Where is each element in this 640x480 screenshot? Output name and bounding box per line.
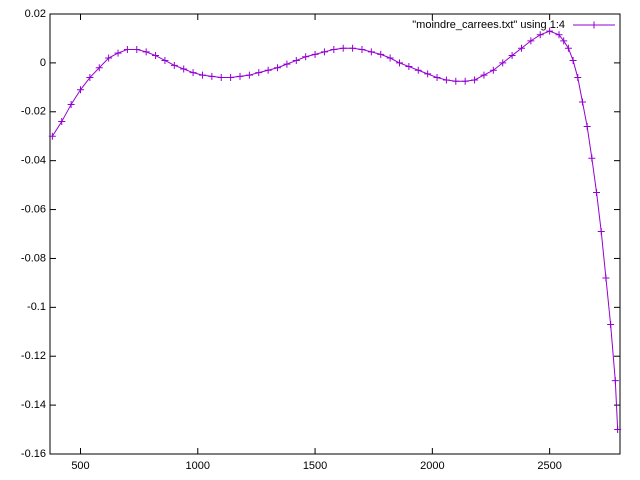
point xyxy=(349,44,357,52)
point xyxy=(152,52,160,60)
point xyxy=(245,71,253,79)
point xyxy=(489,66,497,74)
point xyxy=(339,44,347,52)
point xyxy=(170,61,178,69)
point xyxy=(614,426,622,434)
point xyxy=(452,77,460,85)
point xyxy=(292,56,300,64)
point xyxy=(283,60,291,68)
point xyxy=(517,44,525,52)
point xyxy=(578,98,586,106)
point xyxy=(590,21,598,29)
point xyxy=(574,74,582,82)
point xyxy=(536,31,544,39)
point xyxy=(86,74,94,82)
point xyxy=(461,77,469,85)
point xyxy=(208,72,216,80)
point xyxy=(564,44,572,52)
point xyxy=(161,56,169,64)
x-tick-label: 2500 xyxy=(537,460,561,472)
point xyxy=(414,66,422,74)
point xyxy=(198,71,206,79)
point xyxy=(48,132,56,140)
point xyxy=(114,49,122,57)
point xyxy=(320,48,328,56)
y-tick-label: -0.12 xyxy=(21,350,46,362)
point xyxy=(236,72,244,80)
point xyxy=(133,45,141,53)
point xyxy=(560,37,568,45)
point xyxy=(255,69,263,77)
point xyxy=(367,48,375,56)
x-tick-label: 1000 xyxy=(186,460,210,472)
y-tick-label: -0.14 xyxy=(21,399,46,411)
series-line xyxy=(51,30,619,430)
y-tick-label: -0.08 xyxy=(21,252,46,264)
point xyxy=(189,69,197,77)
point xyxy=(593,188,601,196)
point xyxy=(95,64,103,72)
point xyxy=(555,31,563,39)
point xyxy=(607,320,615,328)
point xyxy=(602,274,610,282)
point xyxy=(611,377,619,385)
point xyxy=(433,74,441,82)
point xyxy=(330,45,338,53)
point xyxy=(67,100,75,108)
point xyxy=(358,45,366,53)
point xyxy=(508,52,516,60)
point xyxy=(386,54,394,62)
y-tick-label: -0.16 xyxy=(21,448,46,460)
point xyxy=(546,27,554,35)
point xyxy=(311,50,319,58)
point xyxy=(583,122,591,130)
point xyxy=(302,53,310,61)
point xyxy=(480,71,488,79)
point xyxy=(274,64,282,72)
y-tick-label: -0.04 xyxy=(21,155,46,167)
plot-frame xyxy=(49,13,621,455)
point xyxy=(442,76,450,84)
point xyxy=(105,54,113,62)
x-tick-label: 500 xyxy=(71,460,89,472)
point xyxy=(527,37,535,45)
point xyxy=(180,65,188,73)
point xyxy=(264,66,272,74)
point xyxy=(499,59,507,67)
y-tick-label: 0.02 xyxy=(25,8,46,20)
point xyxy=(471,76,479,84)
point xyxy=(217,74,225,82)
point xyxy=(569,56,577,64)
point xyxy=(405,63,413,71)
point xyxy=(142,48,150,56)
point xyxy=(76,86,84,94)
point xyxy=(227,74,235,82)
x-tick-label: 2000 xyxy=(420,460,444,472)
x-tick-label: 1500 xyxy=(303,460,327,472)
point xyxy=(377,50,385,58)
point xyxy=(588,154,596,162)
point xyxy=(597,228,605,236)
y-tick-label: -0.1 xyxy=(27,301,46,313)
point xyxy=(123,45,131,53)
y-tick-label: -0.02 xyxy=(21,106,46,118)
legend-label: "moindre_carrees.txt" using 1:4 xyxy=(412,19,565,31)
point xyxy=(424,70,432,78)
y-tick-label: -0.06 xyxy=(21,203,46,215)
point xyxy=(396,59,404,67)
point xyxy=(58,118,66,126)
y-tick-label: 0 xyxy=(40,57,46,69)
